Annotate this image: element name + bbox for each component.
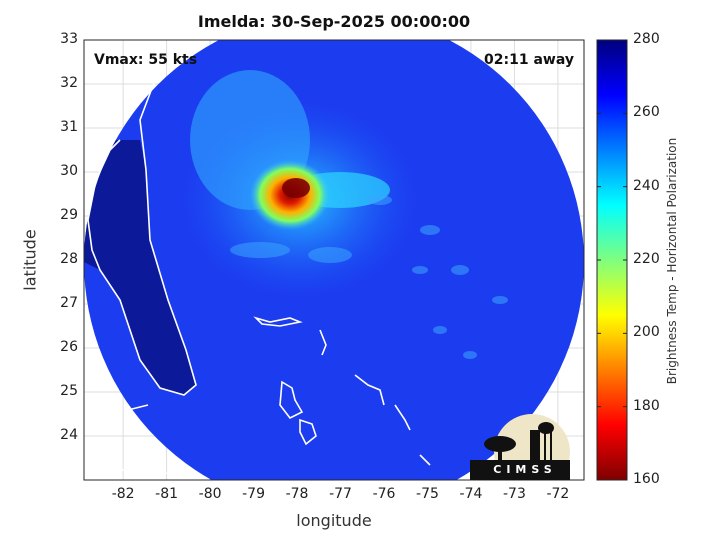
colorbar-tick-label: 260: [633, 104, 660, 121]
coastlines: [84, 40, 431, 480]
time-label: 02:11 away: [484, 52, 574, 68]
rainbands: [230, 195, 508, 359]
y-tick-label: 28: [60, 251, 78, 267]
y-tick-label: 30: [60, 163, 78, 179]
cimss-logo: [470, 414, 570, 480]
colorbar-tick-label: 180: [633, 397, 660, 414]
logo-text: CIMSS: [493, 463, 557, 476]
x-tick-label: -74: [459, 486, 483, 502]
y-tick-label: 32: [60, 75, 78, 91]
x-tick-label: -76: [372, 486, 396, 502]
axes-frame: [83, 39, 585, 481]
colorbar-tick-label: 220: [633, 251, 660, 267]
colorbar-tick-label: 200: [633, 324, 660, 341]
florida-land: [84, 140, 196, 395]
x-tick-label: -77: [329, 486, 352, 502]
x-tick-label: -81: [155, 486, 179, 502]
colorbar-tick-label: 160: [633, 471, 660, 487]
colorbar-label: Brightness Temp - Horizontal Polarizatio…: [665, 137, 679, 385]
colorbar: [596, 39, 628, 481]
y-tick-label: 33: [60, 31, 78, 47]
x-tick-label: -82: [111, 486, 135, 502]
x-tick-label: -79: [242, 486, 265, 502]
vmax-label: Vmax: 55 kts: [94, 52, 198, 68]
y-axis-label: latitude: [20, 229, 40, 291]
y-tick-label: 31: [60, 119, 78, 135]
y-tick-label: 25: [60, 383, 78, 399]
colorbar-tick-label: 240: [633, 177, 660, 194]
colorbar-tick-label: 280: [633, 31, 660, 47]
x-tick-label: -75: [416, 486, 439, 502]
y-tick-label: 26: [60, 339, 78, 355]
y-tick-label: 24: [60, 427, 78, 443]
x-tick-label: -73: [502, 486, 526, 502]
y-tick-label: 27: [60, 295, 78, 311]
chart-title: Imelda: 30-Sep-2025 00:00:00: [197, 12, 471, 31]
x-axis-label: longitude: [296, 511, 372, 530]
x-tick-label: -78: [285, 486, 309, 502]
colorbar-tick-marks: [597, 39, 627, 481]
x-tick-label: -72: [546, 486, 570, 502]
x-tick-label: -80: [198, 486, 222, 502]
y-tick-label: 29: [60, 207, 78, 223]
